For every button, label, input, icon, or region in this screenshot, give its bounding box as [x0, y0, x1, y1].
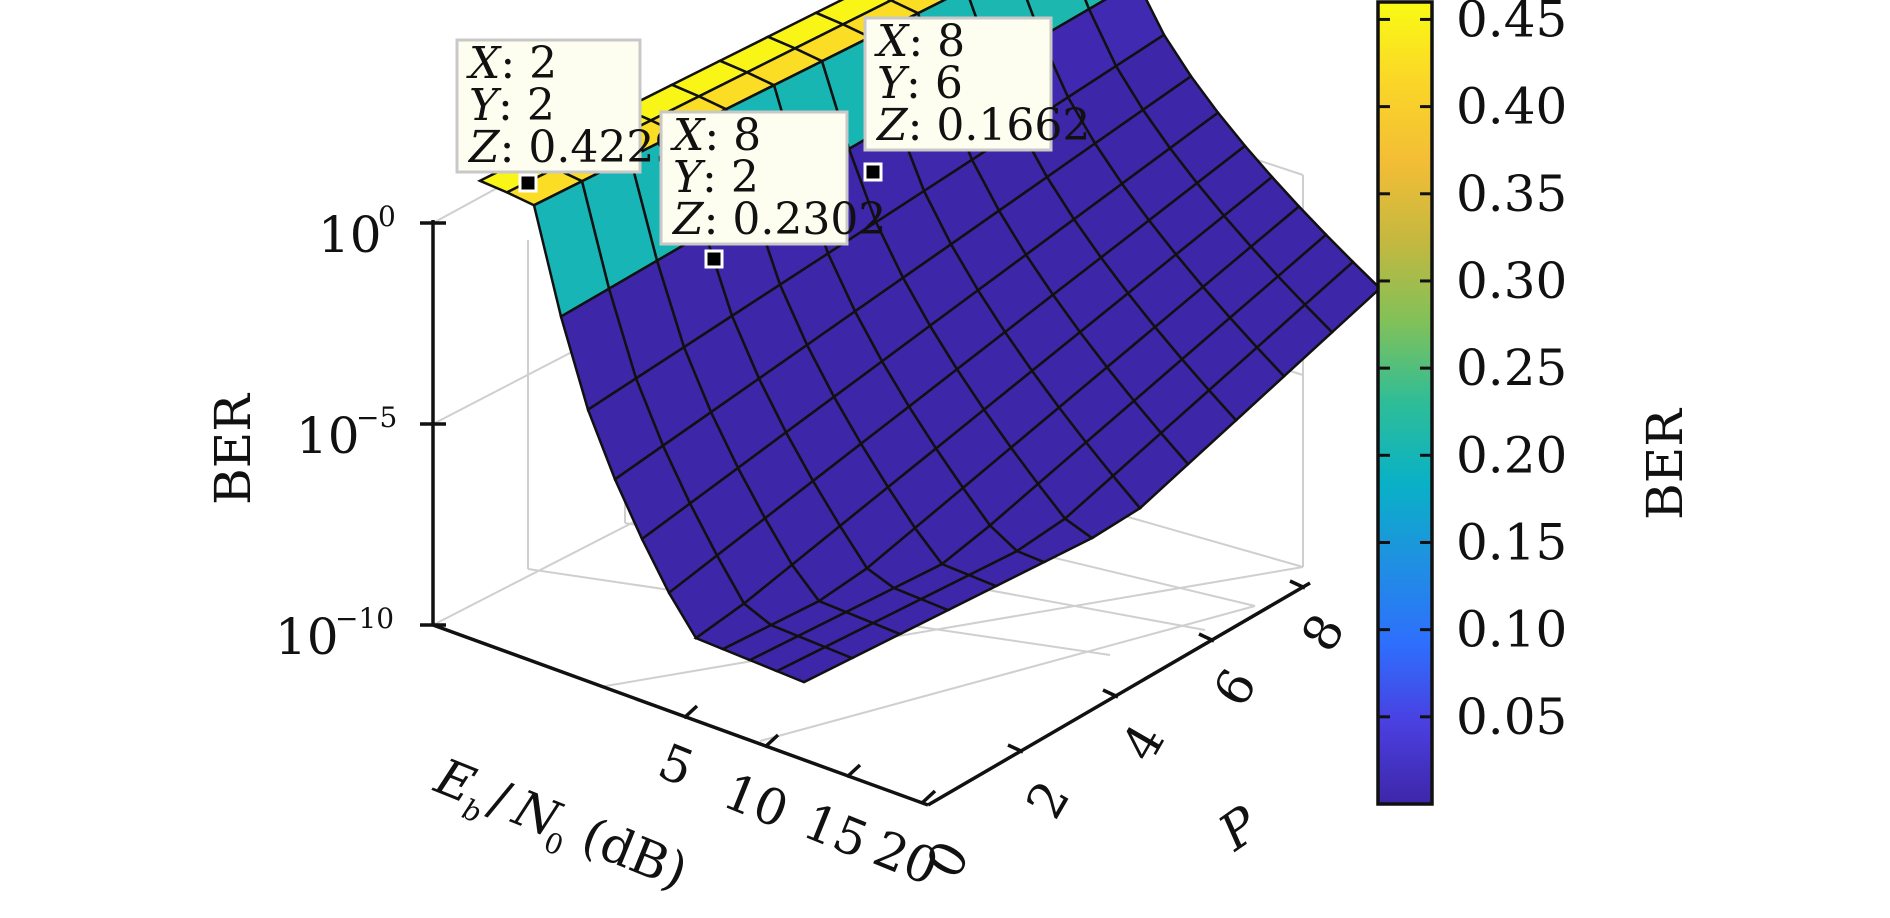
x-tick-label: 15 [796, 792, 877, 870]
grid-line [759, 605, 1256, 742]
y-tick-label: 8 [1290, 604, 1356, 661]
colorbar-tick-label: 0.05 [1456, 688, 1567, 746]
x-axis-line [432, 623, 929, 807]
colorbar [1376, 0, 1434, 806]
data-tip-line: X: 8 [874, 16, 965, 67]
colorbar-tick-label: 0.10 [1456, 601, 1567, 659]
x-axis-label-unit: (dB) [559, 801, 695, 901]
colorbar-tick-label: 0.45 [1456, 0, 1567, 48]
data-tip-line: Y: 6 [877, 58, 963, 109]
colorbar-ticks: 0.05 0.10 0.15 0.20 0.25 0.30 0.35 0.40 0.45 [1378, 0, 1567, 746]
data-tip-line: X: 8 [670, 110, 761, 161]
z-tick-label: 10 [275, 608, 339, 666]
colorbar-label: BER [1636, 408, 1694, 520]
grid-line [599, 566, 1304, 688]
data-tip-marker [863, 162, 883, 182]
x-tick-mark [763, 733, 780, 749]
surface-patch [773, 645, 856, 684]
y-tick-labels: 0 2 4 6 8 [915, 604, 1356, 888]
data-tip-line: Y: 2 [469, 80, 555, 131]
z-tick-label: 10 [296, 407, 360, 465]
data-tip-line: Y: 2 [673, 152, 759, 203]
z-tick-label: 10 [318, 206, 382, 264]
data-tip-line: Z: 0.4229 [467, 122, 682, 173]
colorbar-tick-label: 0.35 [1456, 165, 1567, 223]
colorbar-tick-label: 0.30 [1456, 252, 1567, 310]
x-tick-mark [682, 704, 699, 720]
x-tick-label: 5 [651, 732, 702, 798]
colorbar-tick-label: 0.20 [1456, 426, 1567, 484]
data-tip: X: 8Y: 6Z: 0.1662 [863, 16, 1090, 182]
y-tick-label: 6 [1202, 659, 1268, 716]
data-tip-marker [518, 173, 538, 193]
colorbar-tick-label: 0.40 [1456, 78, 1567, 136]
colorbar-tick-label: 0.25 [1456, 339, 1567, 397]
colorbar-tick-label: 0.15 [1456, 513, 1567, 571]
z-axis-label: BER [204, 393, 262, 505]
y-tick-mark [1007, 743, 1024, 754]
data-tip-box [455, 38, 642, 174]
y-tick-mark [1289, 579, 1306, 590]
data-tip-line: X: 2 [466, 38, 557, 89]
z-tick-exponent: 0 [378, 200, 396, 233]
z-tick-exponent: −5 [356, 401, 397, 434]
data-tip: X: 2Y: 2Z: 0.4229 [455, 38, 682, 193]
data-tip-box [659, 110, 849, 246]
ber-surface [477, 0, 1382, 684]
x-axis-label: E b / N 0 (dB) [427, 747, 696, 901]
y-tick-mark [1198, 632, 1215, 643]
y-tick-mark [1102, 688, 1119, 699]
x-tick-mark [845, 763, 862, 779]
data-tip-line: Z: 0.2302 [671, 194, 886, 245]
axes [420, 220, 1311, 807]
y-tick-label: 4 [1110, 714, 1176, 771]
data-tip-marker [704, 249, 724, 269]
x-tick-label: 10 [716, 762, 797, 840]
z-tick-labels: 10 0 10 −5 10 −10 [275, 200, 397, 666]
data-tip: X: 8Y: 2Z: 0.2302 [659, 110, 886, 269]
data-tip-line: Z: 0.1662 [875, 100, 1090, 151]
y-axis-line [927, 581, 1311, 807]
y-axis-label: P [1208, 794, 1271, 862]
z-tick-exponent: −10 [335, 602, 394, 635]
y-tick-label: 2 [1015, 771, 1081, 828]
x-tick-mark [920, 789, 937, 805]
data-tip-box [863, 16, 1053, 152]
